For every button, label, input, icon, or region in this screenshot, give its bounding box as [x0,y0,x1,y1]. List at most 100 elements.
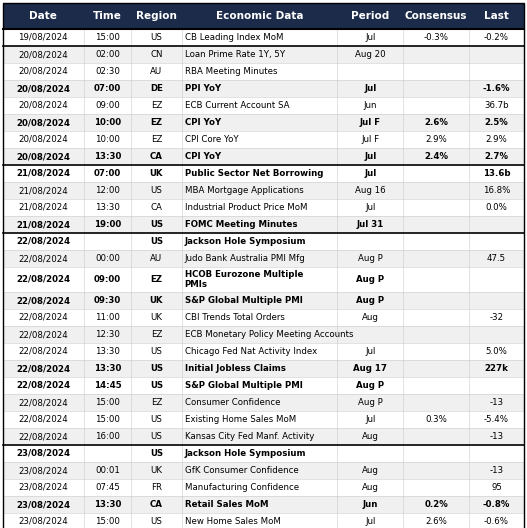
Text: -1.6%: -1.6% [483,84,510,93]
Text: 22/08/2024: 22/08/2024 [18,432,68,441]
Text: UK: UK [150,466,162,475]
Text: CB Leading Index MoM: CB Leading Index MoM [184,33,283,42]
Text: Judo Bank Australia PMI Mfg: Judo Bank Australia PMI Mfg [184,254,305,263]
Text: 02:00: 02:00 [95,50,120,59]
Text: Jul: Jul [364,152,376,161]
Text: 227k: 227k [484,364,509,373]
Text: Jul: Jul [364,84,376,93]
Text: CN: CN [150,50,163,59]
Text: -13: -13 [490,398,504,407]
Bar [3,292,524,309]
Text: CA: CA [150,500,163,509]
Text: 20/08/2024: 20/08/2024 [18,101,68,110]
Text: 14:45: 14:45 [94,381,121,390]
Text: 12:30: 12:30 [95,330,120,339]
Text: 11:00: 11:00 [95,313,120,322]
Text: Jun: Jun [364,101,377,110]
Bar [3,360,524,377]
Text: -32: -32 [490,313,504,322]
Text: 22/08/2024: 22/08/2024 [16,381,70,390]
Text: US: US [150,432,162,441]
Text: CPI YoY: CPI YoY [184,152,221,161]
Text: Existing Home Sales MoM: Existing Home Sales MoM [184,415,296,424]
Text: Jun: Jun [363,500,378,509]
Text: Jackson Hole Symposium: Jackson Hole Symposium [184,449,306,458]
Text: New Home Sales MoM: New Home Sales MoM [184,517,280,526]
Text: Jul: Jul [365,203,375,212]
Text: Public Sector Net Borrowing: Public Sector Net Borrowing [184,169,323,178]
Text: US: US [150,449,163,458]
Text: US: US [150,347,162,356]
Text: 36.7b: 36.7b [484,101,509,110]
Text: Jul 31: Jul 31 [357,220,384,229]
Bar [3,233,524,250]
Text: Loan Prime Rate 1Y, 5Y: Loan Prime Rate 1Y, 5Y [184,50,285,59]
Text: 09:00: 09:00 [95,101,120,110]
Text: Consumer Confidence: Consumer Confidence [184,398,280,407]
Text: Time: Time [93,11,122,21]
Text: 2.6%: 2.6% [424,118,448,127]
Text: 10:00: 10:00 [94,118,121,127]
Bar [3,326,524,343]
Text: Aug 16: Aug 16 [355,186,385,195]
Text: Jul: Jul [364,169,376,178]
Bar [3,199,524,216]
Text: AU: AU [150,254,162,263]
Text: Jul: Jul [365,517,375,526]
Text: 20/08/2024: 20/08/2024 [16,152,70,161]
Text: -0.3%: -0.3% [424,33,448,42]
Text: Aug: Aug [362,483,378,492]
Text: CA: CA [150,152,163,161]
Bar [3,29,524,46]
Bar [3,496,524,513]
Text: 15:00: 15:00 [95,415,120,424]
Bar [3,343,524,360]
Text: 21/08/2024: 21/08/2024 [18,186,68,195]
Text: Chicago Fed Nat Activity Index: Chicago Fed Nat Activity Index [184,347,317,356]
Bar [3,445,524,462]
Text: 20/08/2024: 20/08/2024 [18,67,68,76]
Text: 2.7%: 2.7% [484,152,509,161]
Text: MBA Mortgage Applications: MBA Mortgage Applications [184,186,304,195]
Text: 2.9%: 2.9% [425,135,447,144]
Text: Economic Data: Economic Data [216,11,303,21]
Bar [3,479,524,496]
Text: 22/08/2024: 22/08/2024 [16,275,70,284]
Text: RBA Meeting Minutes: RBA Meeting Minutes [184,67,277,76]
Text: EZ: EZ [151,101,162,110]
Text: 0.2%: 0.2% [424,500,448,509]
Text: 21/08/2024: 21/08/2024 [16,169,70,178]
Text: US: US [150,33,162,42]
Text: UK: UK [150,169,163,178]
Text: 13.6b: 13.6b [483,169,510,178]
Text: Period: Period [351,11,389,21]
Text: US: US [150,381,163,390]
Text: US: US [150,415,162,424]
Text: 13:30: 13:30 [95,347,120,356]
Text: HCOB Eurozone Multiple
PMIs: HCOB Eurozone Multiple PMIs [184,270,303,289]
Bar [3,63,524,80]
Text: Date: Date [30,11,57,21]
Text: 15:00: 15:00 [95,33,120,42]
Text: 23/08/2024: 23/08/2024 [18,483,68,492]
Text: EZ: EZ [151,135,162,144]
Text: Initial Jobless Claims: Initial Jobless Claims [184,364,286,373]
Text: Aug: Aug [362,432,378,441]
Bar [3,428,524,445]
Bar [3,97,524,114]
Text: 22/08/2024: 22/08/2024 [18,347,68,356]
Bar [3,462,524,479]
Text: 09:30: 09:30 [94,296,121,305]
Text: Jul F: Jul F [361,135,379,144]
Text: 16:00: 16:00 [95,432,120,441]
Text: 47.5: 47.5 [487,254,506,263]
Text: Kansas City Fed Manf. Activity: Kansas City Fed Manf. Activity [184,432,314,441]
Bar [3,394,524,411]
Text: EZ: EZ [151,330,162,339]
Text: UK: UK [150,296,163,305]
Bar [3,182,524,199]
Bar [3,513,524,528]
Text: S&P Global Multiple PMI: S&P Global Multiple PMI [184,296,302,305]
Text: DE: DE [150,84,163,93]
Text: 23/08/2024: 23/08/2024 [16,500,70,509]
